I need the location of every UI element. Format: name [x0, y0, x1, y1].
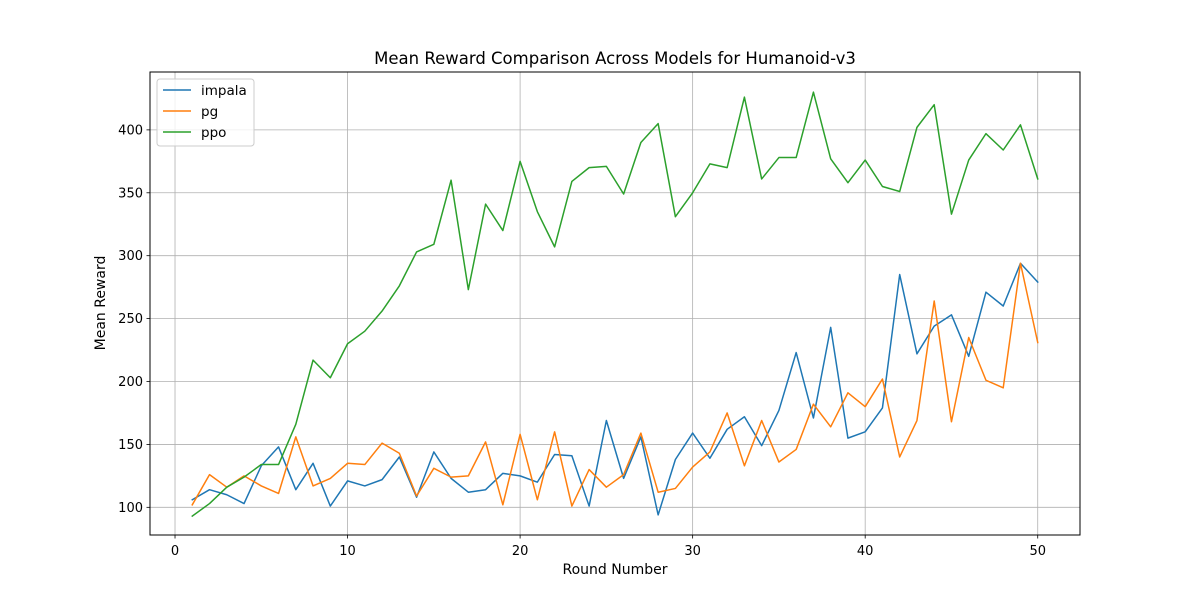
- y-tick-label: 250: [118, 312, 143, 327]
- series-line-ppo: [191, 91, 1039, 518]
- legend: impala pg ppo: [156, 78, 255, 147]
- legend-label-pg: pg: [201, 104, 218, 120]
- y-axis-label: Mean Reward: [93, 256, 109, 351]
- x-tick-label: 40: [857, 544, 874, 559]
- x-tick-label: 50: [1029, 544, 1046, 559]
- y-tick-label: 400: [118, 123, 143, 138]
- legend-label-impala: impala: [201, 83, 247, 99]
- plot-frame: [149, 71, 1081, 536]
- chart-title: Mean Reward Comparison Across Models for…: [374, 49, 856, 68]
- series-line-impala: [191, 262, 1039, 516]
- x-tick-label: 30: [684, 544, 701, 559]
- legend-box: [156, 78, 255, 147]
- y-tick-label: 150: [118, 438, 143, 453]
- series-layer: [191, 91, 1039, 518]
- x-axis-label: Round Number: [563, 562, 668, 578]
- y-tick-label: 350: [118, 186, 143, 201]
- y-tick-label: 200: [118, 375, 143, 390]
- x-tick-label: 10: [339, 544, 356, 559]
- x-tick-label: 0: [171, 544, 179, 559]
- y-tick-label: 100: [118, 501, 143, 516]
- tick-layer: 0 10 20 30 40 50 100 150 200 250 300 350 400: [118, 123, 1046, 559]
- legend-label-ppo: ppo: [201, 125, 226, 141]
- y-tick-label: 300: [118, 249, 143, 264]
- x-tick-label: 20: [512, 544, 529, 559]
- series-line-pg: [191, 262, 1039, 507]
- grid-layer: [150, 72, 1080, 535]
